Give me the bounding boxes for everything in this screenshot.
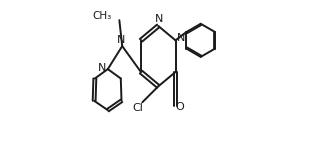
Text: CH₃: CH₃ xyxy=(92,11,112,21)
Text: N: N xyxy=(117,35,125,45)
Text: O: O xyxy=(175,102,184,112)
Text: N: N xyxy=(155,14,163,24)
Text: Cl: Cl xyxy=(132,103,143,113)
Text: N: N xyxy=(177,33,186,43)
Text: N: N xyxy=(98,63,106,73)
